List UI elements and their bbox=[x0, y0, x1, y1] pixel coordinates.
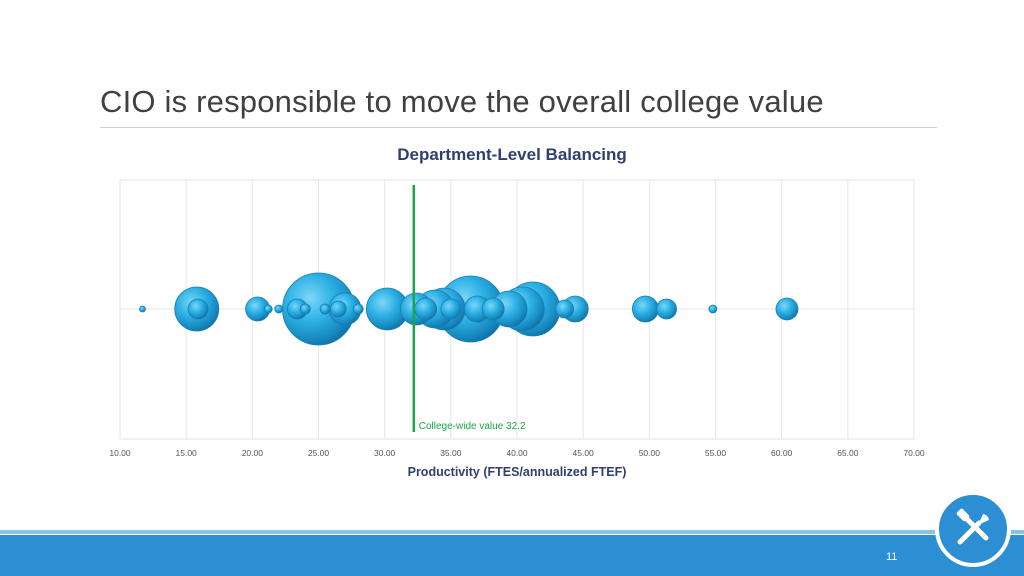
x-tick-label: 65.00 bbox=[837, 448, 859, 458]
data-bubble bbox=[329, 300, 347, 318]
x-axis-ticks: 10.00 15.00 20.00 25.00 30.00 35.00 40.00 45.00… bbox=[109, 448, 925, 458]
data-bubble bbox=[414, 297, 438, 321]
x-tick-label: 20.00 bbox=[242, 448, 264, 458]
x-axis-label: Productivity (FTES/annualized FTEF) bbox=[408, 465, 627, 479]
slide-title: CIO is responsible to move the overall c… bbox=[100, 84, 824, 119]
x-tick-label: 40.00 bbox=[506, 448, 528, 458]
data-bubble bbox=[631, 295, 659, 323]
data-bubble bbox=[299, 303, 311, 315]
title-divider bbox=[100, 127, 937, 128]
data-bubble bbox=[656, 298, 677, 320]
page-number: 11 bbox=[886, 551, 898, 563]
footer-accent-line bbox=[0, 530, 1024, 534]
tools-badge[interactable] bbox=[935, 491, 1011, 567]
x-tick-label: 30.00 bbox=[374, 448, 396, 458]
data-bubble bbox=[319, 303, 331, 315]
data-bubble bbox=[139, 305, 146, 313]
x-tick-label: 35.00 bbox=[440, 448, 462, 458]
data-bubble bbox=[187, 298, 209, 320]
x-tick-label: 70.00 bbox=[903, 448, 925, 458]
reference-line-label: College-wide value 32.2 bbox=[419, 421, 526, 432]
x-tick-label: 15.00 bbox=[176, 448, 198, 458]
tools-icon bbox=[956, 508, 989, 545]
data-bubble bbox=[440, 298, 462, 320]
data-bubble bbox=[708, 304, 718, 314]
x-tick-label: 60.00 bbox=[771, 448, 793, 458]
x-tick-label: 45.00 bbox=[573, 448, 595, 458]
chart-title: Department-Level Balancing bbox=[397, 145, 627, 164]
data-bubble bbox=[274, 304, 284, 314]
x-tick-label: 10.00 bbox=[109, 448, 131, 458]
bubble-series bbox=[139, 272, 799, 346]
bubble-chart: College-wide value 32.2 10.00 15.00 20.00 2… bbox=[109, 179, 925, 479]
x-tick-label: 50.00 bbox=[639, 448, 661, 458]
data-bubble bbox=[555, 299, 575, 319]
reference-line-group: College-wide value 32.2 bbox=[412, 185, 526, 432]
footer-band bbox=[0, 535, 1024, 576]
x-tick-label: 25.00 bbox=[308, 448, 330, 458]
data-bubble bbox=[481, 297, 505, 321]
data-bubble bbox=[263, 304, 273, 314]
x-tick-label: 55.00 bbox=[705, 448, 727, 458]
data-bubble bbox=[775, 297, 799, 321]
data-bubble bbox=[352, 303, 364, 315]
